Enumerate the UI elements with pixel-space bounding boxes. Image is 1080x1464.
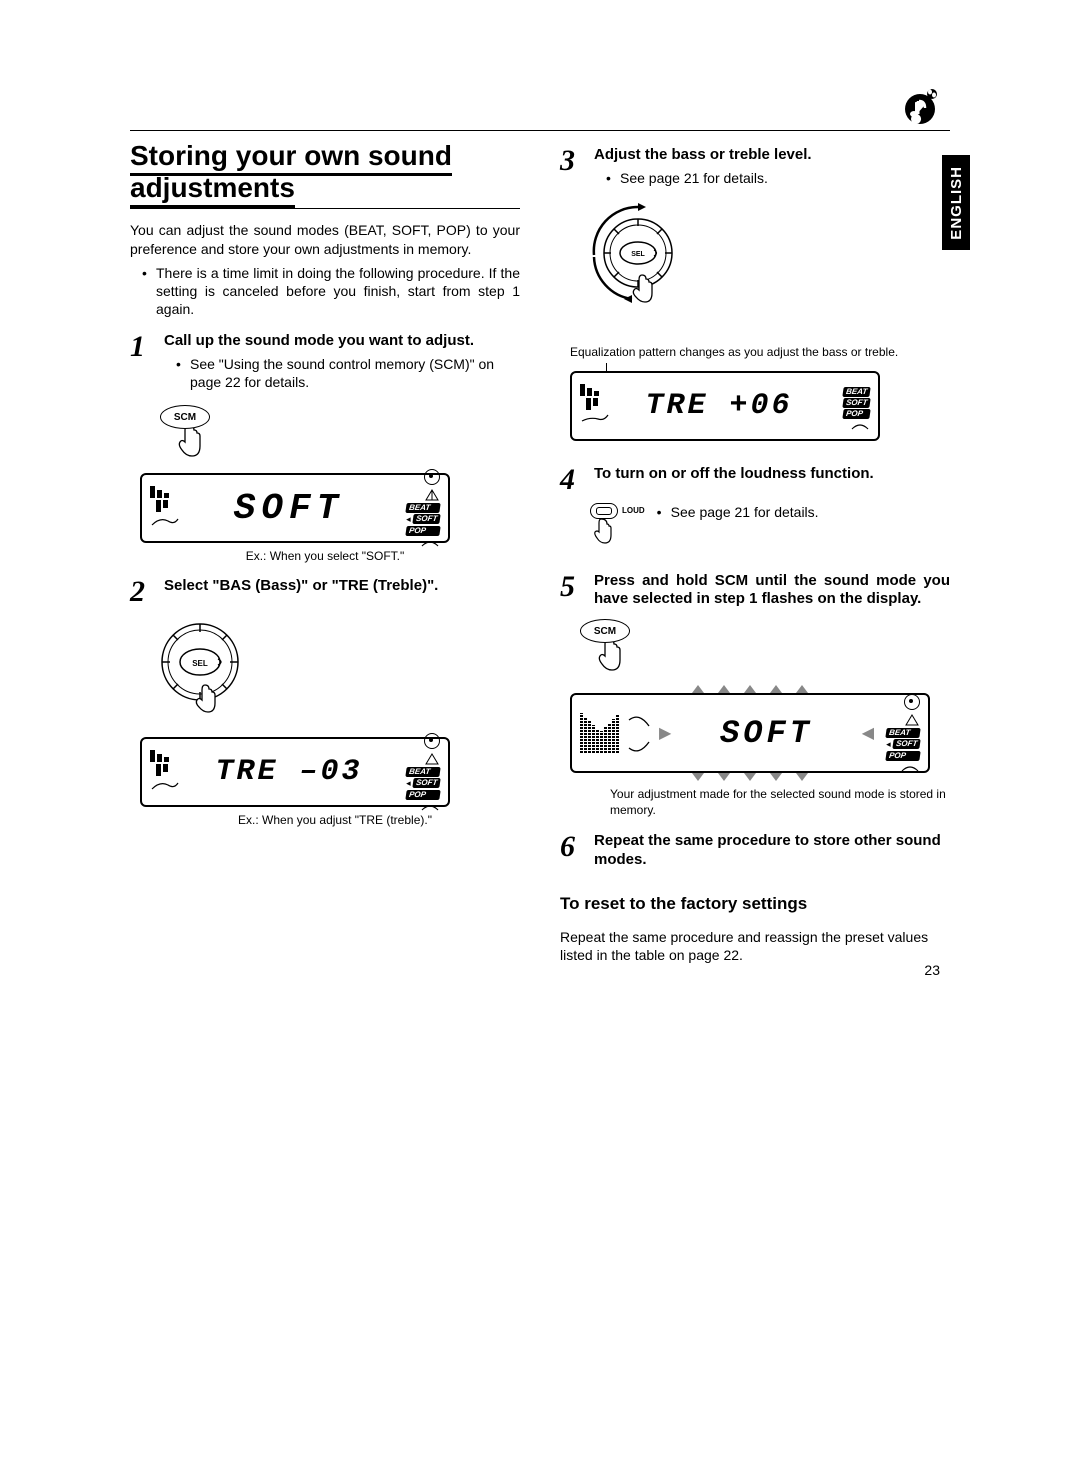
step-title: Call up the sound mode you want to adjus… [164, 332, 520, 351]
scm-button-graphic: SCM [580, 619, 635, 677]
lcd-display-tre-neg: TRE –03 BEAT ◂SOFT POP [140, 737, 450, 807]
language-label: ENGLISH [948, 166, 965, 240]
indicator-tick [606, 363, 607, 373]
page: ENGLISH Storing your own sound adjustmen… [0, 0, 1080, 1038]
flash-arrows-up [692, 685, 808, 693]
left-column: Storing your own sound adjustments You c… [130, 140, 520, 978]
mode-badge-soft: SOFT [842, 398, 871, 408]
step-number: 1 [130, 332, 154, 395]
lcd-text: SOFT [184, 488, 394, 529]
content-columns: Storing your own sound adjustments You c… [130, 140, 950, 978]
lcd-right-icons: BEAT ◂SOFT POP [394, 733, 440, 812]
title-text: Storing your own sound adjustments [130, 139, 452, 208]
disc-icon [904, 694, 920, 710]
step-title: Adjust the bass or treble level. [594, 146, 950, 165]
step-1: 1 Call up the sound mode you want to adj… [130, 332, 520, 395]
lcd-caption: Ex.: When you adjust "TRE (treble)." [150, 813, 520, 827]
step-title: Press and hold SCM until the sound mode … [594, 572, 950, 610]
scm-button-graphic: SCM [160, 405, 215, 463]
step-6: 6 Repeat the same procedure to store oth… [560, 832, 950, 870]
disc-icon [424, 469, 440, 485]
curve-icon [900, 763, 920, 773]
lcd-right-icons: BEAT SOFT POP [824, 381, 870, 431]
tree-icon [424, 753, 440, 765]
mode-badge-beat: BEAT [405, 503, 440, 513]
scm-oval: SCM [580, 619, 630, 643]
lcd-caption: Ex.: When you select "SOFT." [130, 549, 520, 563]
flash-arrows-down [692, 773, 808, 781]
step-number: 2 [130, 577, 154, 607]
lcd-right-icons: BEAT ◂SOFT POP [874, 694, 920, 773]
step-3: 3 Adjust the bass or treble level. See p… [560, 146, 950, 191]
step-title: Select "BAS (Bass)" or "TRE (Treble)". [164, 577, 520, 596]
step-2: 2 Select "BAS (Bass)" or "TRE (Treble)". [130, 577, 520, 607]
eq-bars-icon [580, 382, 614, 430]
intro-text: You can adjust the sound modes (BEAT, SO… [130, 221, 520, 257]
mode-badge-soft: SOFT [412, 778, 441, 788]
finger-icon [592, 517, 618, 547]
mode-badge-beat: BEAT [405, 767, 440, 777]
curve-icon [420, 538, 440, 548]
lcd-text: SOFT [677, 715, 855, 752]
lcd-display-tre-pos: TRE +06 BEAT SOFT POP [570, 371, 880, 441]
step-number: 5 [560, 572, 584, 610]
reset-heading: To reset to the factory settings [560, 894, 950, 914]
lcd-display-soft: SOFT BEAT ◂SOFT POP [140, 473, 450, 543]
step-number: 4 [560, 465, 584, 495]
mode-badge-soft: SOFT [412, 514, 441, 524]
eq-curve-icon [625, 708, 655, 758]
page-number: 23 [924, 962, 940, 978]
eq-caption: Equalization pattern changes as you adju… [570, 345, 950, 361]
mode-badge-pop: POP [842, 409, 871, 419]
page-title: Storing your own sound adjustments [130, 140, 520, 204]
disc-icon [424, 733, 440, 749]
step-number: 3 [560, 146, 584, 191]
reset-text: Repeat the same procedure and reassign t… [560, 928, 950, 964]
step-5: 5 Press and hold SCM until the sound mod… [560, 572, 950, 610]
eq-bars-icon [150, 484, 184, 532]
top-rule [130, 130, 950, 131]
rotate-dial-graphic: SEL [580, 201, 690, 331]
sel-dial-graphic: SEL [150, 617, 260, 727]
mode-badge-pop: POP [885, 751, 920, 761]
curve-icon [850, 421, 870, 431]
title-rule [130, 208, 520, 209]
eq-bars-icon [150, 748, 184, 796]
mode-badge-beat: BEAT [885, 728, 920, 738]
intro-bullet: There is a time limit in doing the follo… [146, 264, 520, 319]
step-sub: See page 21 for details. [661, 503, 819, 521]
step-sub: See "Using the sound control memory (SCM… [180, 355, 520, 391]
loud-button-graphic: LOUD [590, 503, 645, 552]
step-number: 6 [560, 832, 584, 870]
step-sub: See page 21 for details. [610, 169, 950, 187]
curve-icon [420, 802, 440, 812]
mode-badge-pop: POP [405, 526, 440, 536]
step-4: 4 To turn on or off the loudness functio… [560, 465, 950, 495]
mode-badge-pop: POP [405, 790, 440, 800]
step-title: Repeat the same procedure to store other… [594, 832, 950, 870]
loud-row: LOUD See page 21 for details. [590, 503, 950, 552]
step-title: To turn on or off the loudness function. [594, 465, 950, 484]
mode-badge-soft: SOFT [892, 739, 921, 749]
loud-label: LOUD [622, 506, 645, 515]
eq-spectrum-icon [580, 713, 619, 753]
mode-badge-beat: BEAT [842, 387, 871, 397]
svg-text:SEL: SEL [631, 251, 645, 258]
tree-icon [424, 489, 440, 501]
lcd-text: TRE –03 [184, 755, 394, 789]
music-note-icon [900, 85, 940, 130]
lcd-display-flash: ▶ SOFT ◀ BEAT ◂SOFT POP [570, 693, 930, 773]
lcd-right-icons: BEAT ◂SOFT POP [394, 469, 440, 548]
tree-icon [904, 714, 920, 726]
svg-text:SEL: SEL [192, 659, 208, 668]
lcd-caption: Your adjustment made for the selected so… [610, 787, 950, 818]
lcd-text: TRE +06 [614, 389, 824, 423]
right-column: 3 Adjust the bass or treble level. See p… [560, 140, 950, 978]
